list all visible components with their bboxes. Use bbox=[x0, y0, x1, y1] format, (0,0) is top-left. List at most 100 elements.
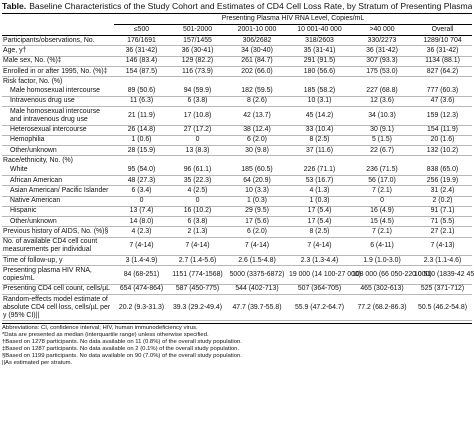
cell: 4 (2.3) bbox=[114, 226, 169, 238]
cell: 27 (17.2) bbox=[169, 125, 226, 136]
cell: 16 (4.9) bbox=[351, 206, 413, 218]
cell: 132 (10.2) bbox=[413, 145, 473, 157]
row-label: Asian American/ Pacific Islander bbox=[2, 185, 114, 197]
cell: 11 (6.3) bbox=[114, 96, 169, 108]
cell: 17 (5.6) bbox=[226, 216, 288, 228]
cell: 307 (93.3) bbox=[351, 56, 413, 68]
footnote: ||As estimated per stratum. bbox=[2, 360, 73, 367]
cell: 2.3 (1.1-4.6) bbox=[413, 255, 473, 267]
cell: 0 bbox=[169, 135, 226, 147]
blank-header bbox=[2, 14, 114, 25]
cell: 0 bbox=[351, 196, 413, 207]
row-label: Other/unknown bbox=[2, 145, 114, 157]
cell: 838 (65.0) bbox=[413, 165, 473, 176]
cell: 10 (3.1) bbox=[288, 96, 351, 108]
cell: 42 (13.7) bbox=[226, 106, 288, 126]
cell: 28 (15.9) bbox=[114, 145, 169, 157]
row-label: Other/unknown bbox=[2, 216, 114, 228]
cell: 7 (4-13) bbox=[413, 237, 473, 257]
row-label: No. of available CD4 cell count measurem… bbox=[2, 237, 114, 257]
cell: 36 (31-42) bbox=[351, 45, 413, 57]
cell: 19 000 (14 100-27 000) bbox=[288, 265, 361, 285]
table-row: Age, y† 36 (31-42) 36 (30-41) 34 (30-40) 35 … bbox=[2, 45, 473, 57]
cell: 2.3 (1.3-4.4) bbox=[288, 255, 351, 267]
table-row: Presenting plasma HIV RNA, copies/mL 84 (… bbox=[2, 265, 474, 285]
cell: 15 (4.5) bbox=[351, 216, 413, 228]
cell: 47 (3.6) bbox=[413, 96, 473, 108]
cell: 64 (20.9) bbox=[226, 175, 288, 187]
section-row: Risk factor, No. (%) bbox=[2, 77, 472, 87]
table-row: Male sex, No. (%)‡ 146 (83.4) 129 (82.2) 26… bbox=[2, 56, 473, 68]
cell: 10 (3.3) bbox=[226, 185, 288, 197]
cell: 6 (3.8) bbox=[169, 96, 226, 108]
cell: 777 (60.3) bbox=[413, 86, 473, 97]
cell: 185 (60.5) bbox=[226, 165, 288, 176]
cell: 96 (61.1) bbox=[169, 165, 226, 176]
cell: 2.6 (1.5-4.8) bbox=[226, 255, 288, 267]
cell: 654 (474-864) bbox=[114, 284, 169, 295]
footnote: *Data are presented as median (interquar… bbox=[2, 332, 209, 339]
footnote: †Based on 1278 participants. No data ava… bbox=[2, 339, 242, 346]
column-header-row: ≤500 501-2000 2001-10 000 10 001-40 000 >40 … bbox=[2, 24, 473, 37]
cell: 1.9 (1.0-3.0) bbox=[351, 255, 413, 267]
cell: 17 (10.8) bbox=[169, 106, 226, 126]
cell: 36 (31-42) bbox=[413, 45, 473, 57]
group-header: Presenting Plasma HIV RNA Level, Copies/… bbox=[114, 14, 473, 26]
cell: 30 (9.1) bbox=[351, 125, 413, 136]
cell: 7 (4-14) bbox=[288, 237, 351, 257]
cell: 3 (1.4-4.9) bbox=[114, 255, 169, 267]
column-header: Overall bbox=[413, 24, 473, 37]
cell: 84 (68-251) bbox=[114, 265, 169, 285]
cell: 48 (27.3) bbox=[114, 175, 169, 187]
cell: 50.5 (46.2-54.8) bbox=[413, 294, 473, 322]
cell: 94 (59.9) bbox=[169, 86, 226, 97]
section-label: Race/ethnicity, No. (%) bbox=[3, 156, 73, 164]
cell: 465 (302-613) bbox=[351, 284, 413, 295]
title-text: Baseline Characteristics of the Study Co… bbox=[29, 1, 472, 11]
row-label: Native American bbox=[2, 196, 114, 207]
cell: 180 (56.6) bbox=[288, 66, 351, 78]
footnote: Abbreviations: CI, confidence interval; … bbox=[2, 325, 198, 332]
table-row: Hemophilia 1 (0.6) 0 6 (2.0) 8 (2.5) 5 (1.5) 2… bbox=[2, 135, 473, 147]
column-header: 10 001-40 000 bbox=[288, 24, 351, 37]
cell: 116 (73.9) bbox=[169, 66, 226, 78]
cell: 7 (2.1) bbox=[351, 226, 413, 238]
cell: 20 (1.6) bbox=[413, 135, 473, 147]
row-label: Presenting CD4 cell count, cells/µL bbox=[2, 284, 114, 295]
table-row: Enrolled in or after 1995, No. (%)‡ 154 (… bbox=[2, 66, 473, 78]
cell: 5000 (3375-6872) bbox=[226, 265, 288, 285]
cell: 8 (2.6) bbox=[226, 96, 288, 108]
data-table: Presenting Plasma HIV RNA Level, Copies/… bbox=[2, 14, 474, 322]
table-head: Presenting Plasma HIV RNA Level, Copies/… bbox=[2, 14, 473, 37]
table-row: Asian American/ Pacific Islander 6 (3.4) 4… bbox=[2, 185, 473, 197]
row-label: Hispanic bbox=[2, 206, 114, 218]
cell: 45 (14.2) bbox=[288, 106, 351, 126]
cell: 39.3 (29.2-49.4) bbox=[169, 294, 226, 322]
cell: 13 (7.4) bbox=[114, 206, 169, 218]
cell: 827 (64.2) bbox=[413, 66, 473, 78]
table-row: Participants/observations, No. 176/1691 15… bbox=[2, 35, 473, 47]
table-row: Presenting CD4 cell count, cells/µL 654 (… bbox=[2, 284, 473, 295]
cell: 91 (7.1) bbox=[413, 206, 473, 218]
cell: 4 (2.5) bbox=[169, 185, 226, 197]
column-header: 501-2000 bbox=[169, 24, 226, 37]
cell: 4 (1.3) bbox=[288, 185, 351, 197]
cell: 17 (5.4) bbox=[288, 216, 351, 228]
cell: 47.7 (39.7-55.8) bbox=[226, 294, 288, 322]
table-row: Intravenous drug use 11 (6.3) 6 (3.8) 8 (2.… bbox=[2, 96, 473, 108]
cell: 7 (4-14) bbox=[169, 237, 226, 257]
cell: 20.2 (9.3-31.3) bbox=[114, 294, 169, 322]
cell: 34 (10.3) bbox=[351, 106, 413, 126]
cell: 318/2603 bbox=[288, 35, 351, 47]
row-label: Male homosexual intercourse bbox=[2, 86, 114, 97]
table-row: Other/unknown 28 (15.9) 13 (8.3) 30 (9.8) 37… bbox=[2, 145, 473, 157]
cell: 6 (2.0) bbox=[226, 135, 288, 147]
cell: 507 (364-705) bbox=[288, 284, 351, 295]
cell: 34 (30-40) bbox=[226, 45, 288, 57]
row-label: Hemophilia bbox=[2, 135, 114, 147]
cell: 30 (9.8) bbox=[226, 145, 288, 157]
cell: 108 000 (66 050-220 000) bbox=[351, 265, 432, 285]
table-row: African American 48 (27.3) 35 (22.3) 64 (20… bbox=[2, 175, 473, 187]
